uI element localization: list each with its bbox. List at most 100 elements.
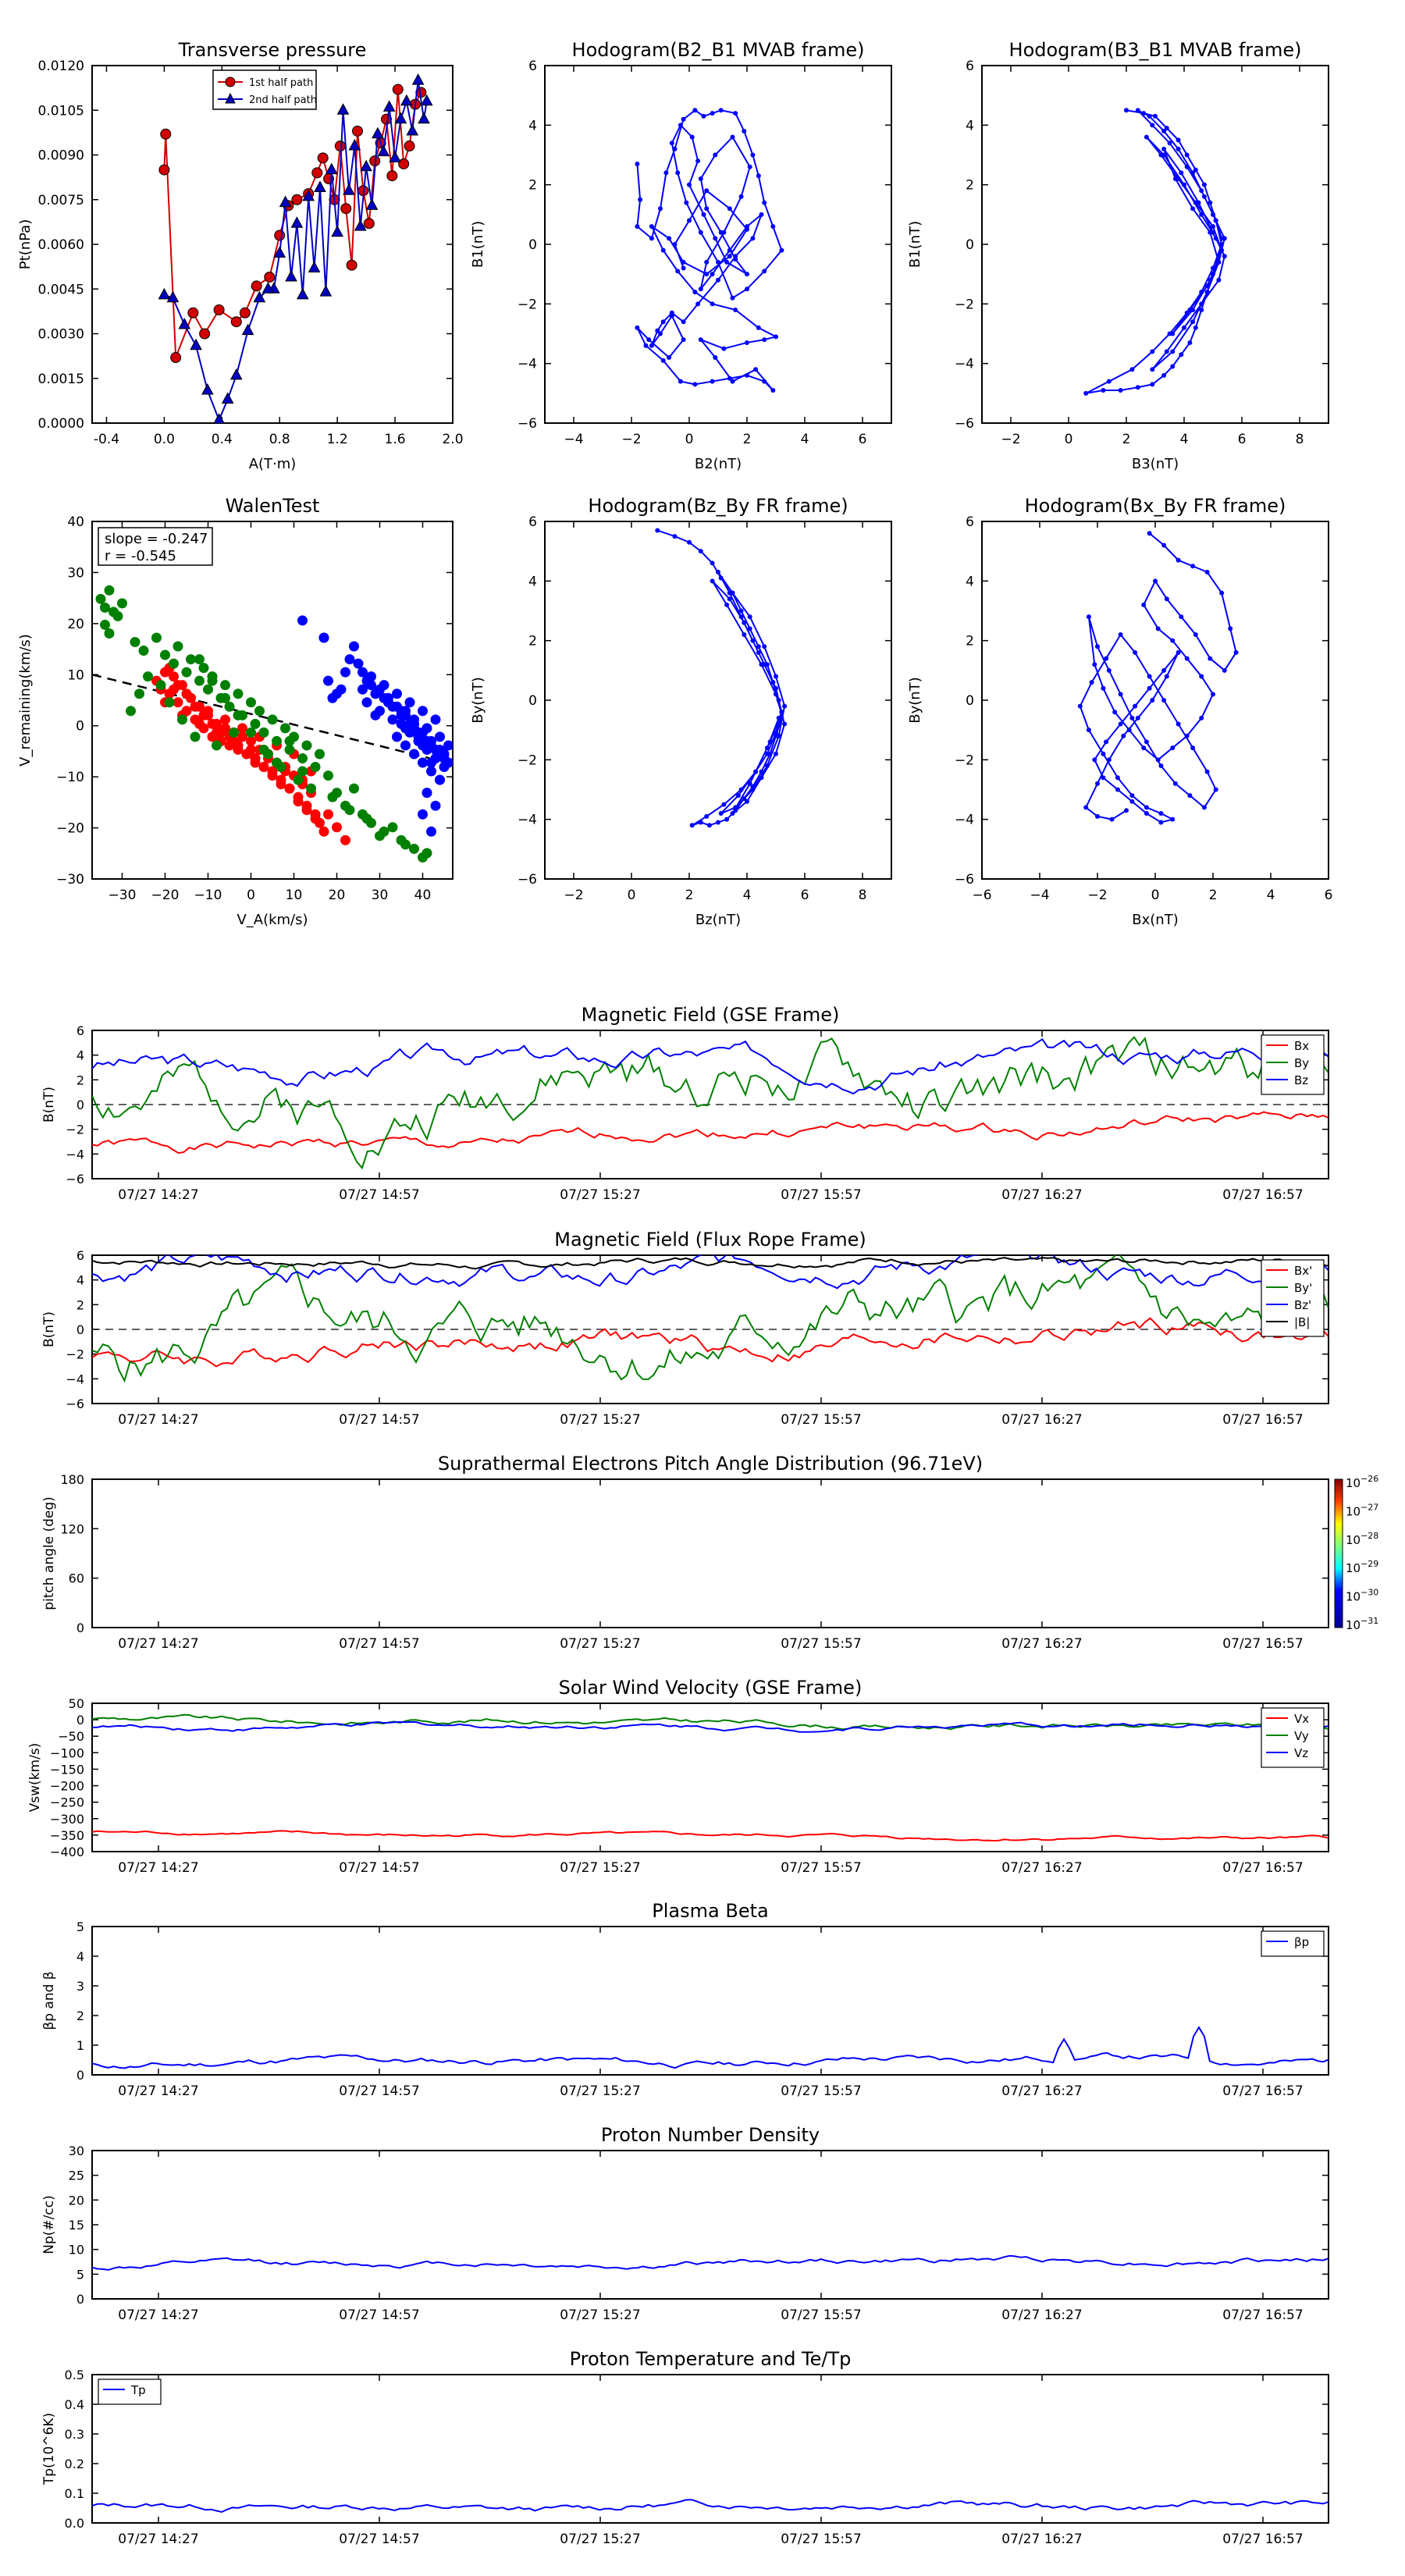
y-tick-label-10: 3: [76, 1979, 84, 1994]
data-point: [1190, 206, 1196, 212]
y-tick-label-6: 2: [76, 1073, 84, 1087]
data-point: [681, 265, 686, 271]
data-point: [1184, 733, 1190, 738]
x-tick-label-11: 07/27 15:27: [560, 2307, 640, 2323]
plot-area-10: [92, 2026, 1329, 2069]
y-tick-label-0: 0.0015: [38, 372, 84, 387]
data-point: [346, 259, 357, 271]
data-point: [317, 152, 329, 164]
data-point: [1184, 656, 1190, 661]
x-tick-label-8: 07/27 14:27: [118, 1636, 198, 1652]
data-point: [710, 272, 715, 277]
x-tick-label-10: 07/27 15:57: [781, 2083, 861, 2099]
data-point: [759, 769, 764, 774]
data-point: [1187, 340, 1193, 345]
data-point: [160, 649, 170, 660]
y-axis-label-11: Np(#/cc): [41, 2195, 57, 2254]
data-point: [1133, 649, 1138, 655]
x-tick-label-9: 07/27 15:27: [560, 1860, 640, 1876]
data-point: [394, 112, 407, 124]
x-tick-label-6: 07/27 15:57: [781, 1187, 861, 1203]
data-point: [213, 413, 225, 423]
x-tick-label-8: 07/27 16:27: [1001, 1636, 1082, 1652]
data-point: [716, 569, 720, 575]
y-axis-label-3: V_remaining(km/s): [17, 634, 34, 767]
legend-marker: [225, 92, 236, 104]
data-point: [687, 182, 692, 187]
data-point: [377, 144, 390, 157]
data-point: [1199, 290, 1204, 295]
plot-area-7: [92, 1255, 1329, 1383]
plot-area-5: [1077, 531, 1239, 825]
data-point: [1092, 757, 1097, 763]
y-tick-label-11: 5: [76, 2267, 84, 2282]
data-point: [400, 706, 411, 717]
data-point: [759, 775, 764, 781]
data-point: [1144, 805, 1149, 810]
data-point: [738, 614, 744, 620]
y-axis-label-0: Pt(nPa): [17, 219, 34, 269]
data-point: [224, 701, 235, 712]
data-point: [360, 159, 372, 172]
data-point: [1204, 283, 1210, 289]
colorbar-tick-label: 10−26: [1346, 1474, 1378, 1490]
data-point: [649, 343, 654, 348]
data-point: [100, 619, 110, 630]
data-point: [258, 727, 269, 738]
data-point: [698, 286, 703, 292]
data-point: [704, 188, 710, 194]
data-point: [1161, 543, 1167, 548]
data-point: [325, 162, 338, 175]
data-point: [730, 134, 735, 140]
data-point: [169, 671, 179, 682]
x-axis-label-1: B2(nT): [695, 456, 742, 472]
data-point: [258, 744, 269, 755]
data-point: [1161, 146, 1167, 151]
data-point: [363, 218, 375, 229]
y-tick-label-4: 6: [528, 514, 537, 530]
x-tick-label-5: 4: [1267, 888, 1275, 903]
data-point: [1219, 590, 1225, 596]
data-point: [1208, 200, 1213, 205]
data-point: [1204, 569, 1210, 575]
data-point: [759, 662, 764, 667]
data-point: [1182, 325, 1186, 330]
data-point: [1190, 170, 1196, 176]
data-point: [331, 225, 343, 237]
data-point: [1150, 698, 1155, 703]
data-point: [727, 247, 732, 253]
data-point: [747, 614, 752, 620]
data-point: [426, 826, 436, 837]
data-point: [301, 805, 312, 816]
x-tick-label-3: −20: [151, 888, 180, 903]
data-point: [724, 602, 730, 607]
timeseries-panel-10: Plasma Beta 0 1 2 3 4 5 βp and β 07/27 14:27 07/2…: [41, 1900, 1329, 2099]
data-point: [215, 727, 226, 738]
y-tick-label-3: 30: [67, 565, 84, 581]
data-point: [406, 123, 419, 136]
legend-label: By': [1294, 1281, 1312, 1295]
data-point: [1147, 685, 1152, 691]
data-point: [1161, 667, 1167, 673]
data-point: [155, 680, 166, 691]
x-tick-label-1: 6: [859, 432, 867, 447]
series-line-6-0: [92, 1111, 1329, 1155]
x-tick-label-0: -0.4: [94, 432, 119, 447]
data-point: [1106, 379, 1112, 384]
data-point: [229, 368, 243, 380]
data-point: [418, 706, 428, 717]
data-point: [409, 843, 419, 854]
data-point: [738, 194, 744, 199]
y-tick-label-10: 5: [76, 1920, 84, 1934]
data-point: [1115, 775, 1120, 781]
plot-area-3: [92, 585, 453, 863]
y-tick-label-4: −6: [518, 872, 537, 888]
y-tick-label-9: −350: [50, 1828, 84, 1843]
data-point: [1219, 247, 1225, 253]
data-point: [724, 259, 730, 265]
data-point: [779, 710, 784, 715]
data-point: [1184, 164, 1190, 169]
data-point: [716, 820, 720, 825]
data-point: [675, 269, 681, 274]
